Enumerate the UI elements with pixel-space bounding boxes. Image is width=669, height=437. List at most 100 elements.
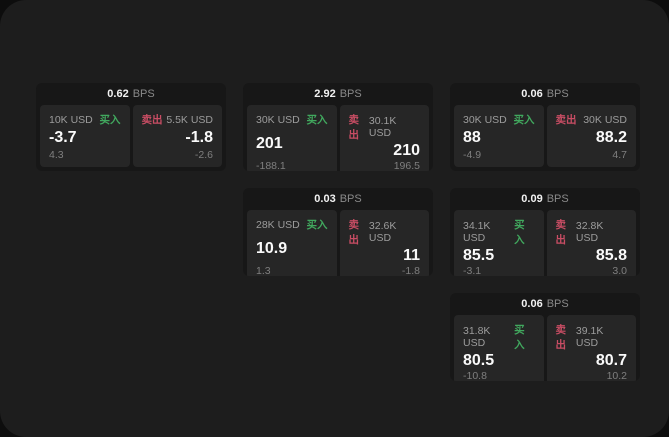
bps-header: 0.09 BPS <box>450 188 640 210</box>
bps-header: 0.62 BPS <box>36 83 226 105</box>
buy-delta: 1.3 <box>256 264 271 276</box>
quote-card-body: 28K USD 买入 10.9 1.3 卖出 32.6K USD 11 -1.8 <box>243 210 433 276</box>
buy-delta: -3.1 <box>463 264 482 276</box>
buy-quote-cell[interactable]: 28K USD 买入 10.9 1.3 <box>247 210 337 276</box>
buy-side-label: 买入 <box>99 114 121 126</box>
quote-card-body: 10K USD 买入 -3.7 4.3 卖出 5.5K USD -1.8 -2.… <box>36 105 226 171</box>
quote-card: 0.06 BPS 31.8K USD 买入 80.5 -10.8 卖出 39.1… <box>450 293 640 381</box>
sell-cell-top: 卖出 32.8K USD <box>556 217 628 247</box>
sell-side-label: 卖出 <box>348 114 360 141</box>
buy-side-label: 买入 <box>306 219 328 231</box>
buy-price: -3.7 <box>49 129 77 147</box>
sell-notional: 5.5K USD <box>166 113 213 126</box>
bps-value: 0.03 <box>314 193 336 205</box>
sell-notional: 39.1K USD <box>575 325 604 349</box>
buy-cell-top: 28K USD 买入 <box>256 217 328 232</box>
buy-notional: 30K USD <box>463 113 507 126</box>
bps-suffix-label: BPS <box>339 88 362 100</box>
buy-price: 10.9 <box>256 239 288 257</box>
bps-suffix-label: BPS <box>546 193 569 205</box>
bps-header: 0.03 BPS <box>243 188 433 210</box>
sell-quote-cell[interactable]: 卖出 32.6K USD 11 -1.8 <box>339 210 429 276</box>
sell-notional: 30K USD <box>583 113 627 126</box>
bps-header: 2.92 BPS <box>243 83 433 105</box>
bps-value: 0.62 <box>107 88 129 100</box>
sell-delta: 196.5 <box>393 159 420 171</box>
sell-quote-cell[interactable]: 卖出 5.5K USD -1.8 -2.6 <box>132 105 222 167</box>
buy-cell-top: 34.1K USD 买入 <box>463 217 535 247</box>
sell-notional: 30.1K USD <box>368 115 397 139</box>
buy-cell-top: 30K USD 买入 <box>463 112 535 127</box>
buy-price: 88 <box>463 129 481 147</box>
sell-cell-top: 卖出 32.6K USD <box>349 217 421 247</box>
sell-price: 80.7 <box>595 352 627 369</box>
sell-price: 11 <box>403 247 420 264</box>
sell-side-label: 卖出 <box>141 114 163 126</box>
sell-quote-cell[interactable]: 卖出 32.8K USD 85.8 3.0 <box>546 210 636 276</box>
buy-delta: -10.8 <box>463 369 487 381</box>
quote-card: 0.06 BPS 30K USD 买入 88 -4.9 卖出 30K USD 8… <box>450 83 640 171</box>
buy-cell-top: 30K USD 买入 <box>256 112 328 127</box>
quote-card: 0.03 BPS 28K USD 买入 10.9 1.3 卖出 32.6K US… <box>243 188 433 276</box>
sell-quote-cell[interactable]: 卖出 39.1K USD 80.7 10.2 <box>546 315 636 381</box>
quote-card: 0.09 BPS 34.1K USD 买入 85.5 -3.1 卖出 32.8K… <box>450 188 640 276</box>
sell-side-label: 卖出 <box>555 219 567 246</box>
buy-notional: 31.8K USD <box>463 325 491 349</box>
quote-card-body: 30K USD 买入 201 -188.1 卖出 30.1K USD 210 1… <box>243 105 433 171</box>
bps-suffix-label: BPS <box>339 193 362 205</box>
buy-notional: 10K USD <box>49 113 93 126</box>
buy-delta: -4.9 <box>463 149 482 161</box>
buy-side-label: 买入 <box>514 324 525 351</box>
bps-suffix-label: BPS <box>132 88 155 100</box>
sell-delta: -1.8 <box>401 264 420 276</box>
sell-delta: -2.6 <box>194 149 213 161</box>
quote-card: 0.62 BPS 10K USD 买入 -3.7 4.3 卖出 5.5K USD… <box>36 83 226 171</box>
buy-quote-cell[interactable]: 30K USD 买入 201 -188.1 <box>247 105 337 171</box>
quote-grid: 0.62 BPS 10K USD 买入 -3.7 4.3 卖出 5.5K USD… <box>36 83 640 381</box>
bps-value: 0.06 <box>521 298 543 310</box>
sell-quote-cell[interactable]: 卖出 30K USD 88.2 4.7 <box>546 105 636 167</box>
buy-side-label: 买入 <box>306 114 328 126</box>
buy-price: 85.5 <box>463 247 495 264</box>
buy-cell-top: 31.8K USD 买入 <box>463 322 535 352</box>
sell-side-label: 卖出 <box>555 114 577 126</box>
buy-quote-cell[interactable]: 10K USD 买入 -3.7 4.3 <box>40 105 130 167</box>
buy-quote-cell[interactable]: 30K USD 买入 88 -4.9 <box>454 105 544 167</box>
bps-header: 0.06 BPS <box>450 293 640 315</box>
sell-cell-top: 卖出 30K USD <box>556 112 628 127</box>
buy-delta: 4.3 <box>49 149 64 161</box>
quote-card-body: 31.8K USD 买入 80.5 -10.8 卖出 39.1K USD 80.… <box>450 315 640 381</box>
sell-notional: 32.8K USD <box>575 220 604 244</box>
sell-quote-cell[interactable]: 卖出 30.1K USD 210 196.5 <box>339 105 429 171</box>
buy-side-label: 买入 <box>513 114 535 126</box>
bps-suffix-label: BPS <box>546 298 569 310</box>
buy-notional: 30K USD <box>256 113 300 126</box>
sell-cell-top: 卖出 30.1K USD <box>349 112 421 142</box>
sell-delta: 4.7 <box>612 149 627 161</box>
quote-card: 2.92 BPS 30K USD 买入 201 -188.1 卖出 30.1K … <box>243 83 433 171</box>
buy-quote-cell[interactable]: 34.1K USD 买入 85.5 -3.1 <box>454 210 544 276</box>
sell-side-label: 卖出 <box>555 324 567 351</box>
buy-delta: -188.1 <box>256 159 286 171</box>
buy-price: 80.5 <box>463 352 495 369</box>
bps-header: 0.06 BPS <box>450 83 640 105</box>
buy-side-label: 买入 <box>514 219 525 246</box>
sell-price: 210 <box>393 142 420 159</box>
buy-notional: 28K USD <box>256 218 300 231</box>
buy-price: 201 <box>256 134 283 152</box>
quote-card-body: 34.1K USD 买入 85.5 -3.1 卖出 32.8K USD 85.8… <box>450 210 640 276</box>
sell-price: -1.8 <box>185 129 213 147</box>
bps-value: 2.92 <box>314 88 336 100</box>
sell-delta: 10.2 <box>606 369 627 381</box>
bps-value: 0.09 <box>521 193 543 205</box>
sell-cell-top: 卖出 5.5K USD <box>142 112 214 127</box>
sell-price: 88.2 <box>595 129 627 147</box>
bps-suffix-label: BPS <box>546 88 569 100</box>
sell-side-label: 卖出 <box>348 219 360 246</box>
quote-card-body: 30K USD 买入 88 -4.9 卖出 30K USD 88.2 4.7 <box>450 105 640 171</box>
buy-notional: 34.1K USD <box>463 220 491 244</box>
bps-value: 0.06 <box>521 88 543 100</box>
buy-quote-cell[interactable]: 31.8K USD 买入 80.5 -10.8 <box>454 315 544 381</box>
buy-cell-top: 10K USD 买入 <box>49 112 121 127</box>
